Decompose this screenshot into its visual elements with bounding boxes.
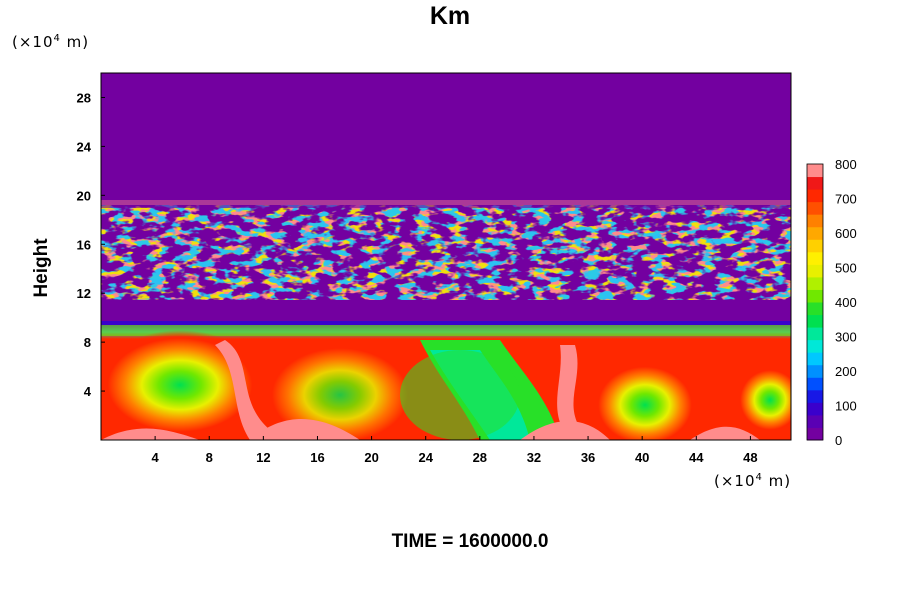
colorbar-swatch: [807, 389, 823, 403]
y-axis-unit: (×104 m): [12, 33, 89, 51]
colorbar-swatch: [807, 364, 823, 378]
x-unit-prefix: (×10: [714, 472, 756, 490]
colorbar-swatch: [807, 214, 823, 228]
y-unit-suffix: m): [60, 33, 90, 51]
x-axis-unit: (×104 m): [714, 472, 791, 490]
colorbar-tick-label: 200: [835, 364, 857, 379]
heatmap-field: [101, 73, 791, 440]
colorbar-swatch: [807, 201, 823, 215]
colorbar-swatch: [807, 427, 823, 441]
y-tick-label: 12: [77, 286, 91, 301]
x-unit-suffix: m): [762, 472, 792, 490]
x-tick-label: 20: [364, 450, 378, 465]
x-axis-ticks: 4 8 12 16 20 24 28 32 36 40 44 48: [152, 436, 758, 465]
x-tick-label: 8: [206, 450, 213, 465]
colorbar-swatch: [807, 414, 823, 428]
colorbar-swatch: [807, 251, 823, 265]
colorbar-tick-label: 0: [835, 433, 842, 448]
colorbar-ticks: 0 100 200 300 400 500 600 700 800: [835, 157, 857, 448]
y-tick-label: 24: [77, 139, 92, 154]
y-tick-label: 8: [84, 335, 91, 350]
colorbar-swatch: [807, 302, 823, 316]
colorbar-frame: [806, 163, 824, 441]
y-tick-label: 4: [84, 384, 92, 399]
middle-quiet-layer: [101, 300, 791, 324]
upper-quiet-region: [101, 73, 791, 203]
turbulent-band-structure: [101, 198, 791, 300]
colorbar-swatch: [807, 289, 823, 303]
x-tick-label: 28: [473, 450, 487, 465]
x-tick-label: 36: [581, 450, 595, 465]
y-tick-label: 28: [77, 90, 91, 105]
colorbar-swatch: [807, 402, 823, 416]
colorbar-tick-label: 700: [835, 192, 857, 207]
x-tick-label: 12: [256, 450, 270, 465]
colorbar-tick-label: 300: [835, 330, 857, 345]
colorbar-swatch: [807, 264, 823, 278]
colorbar-swatch: [807, 377, 823, 391]
x-tick-label: 32: [527, 450, 541, 465]
y-unit-prefix: (×10: [12, 33, 54, 51]
colorbar-tick-label: 500: [835, 261, 857, 276]
x-tick-label: 24: [418, 450, 433, 465]
y-axis-ticks: 4 8 12 16 20 24 28: [77, 90, 105, 399]
time-label: TIME = 1600000.0: [391, 531, 549, 552]
colorbar-swatch: [807, 276, 823, 290]
x-tick-label: 44: [689, 450, 704, 465]
colorbar-tick-label: 800: [835, 157, 857, 172]
colorbar-swatch: [807, 352, 823, 366]
colorbar-swatch: [807, 189, 823, 203]
colorbar: [806, 163, 824, 441]
colorbar-swatch: [807, 327, 823, 341]
colorbar-swatch: [807, 314, 823, 328]
colorbar-swatch: [807, 339, 823, 353]
colorbar-swatch: [807, 164, 823, 178]
colorbar-tick-label: 100: [835, 399, 857, 414]
x-tick-label: 4: [152, 450, 160, 465]
colorbar-swatch: [807, 226, 823, 240]
colorbar-tick-label: 600: [835, 226, 857, 241]
y-tick-label: 20: [77, 188, 91, 203]
colorbar-swatch: [807, 176, 823, 190]
x-unit-exponent: 4: [755, 472, 763, 483]
plot-frame: [100, 72, 792, 441]
colorbar-swatch: [807, 239, 823, 253]
x-tick-label: 48: [743, 450, 757, 465]
colorbar-tick-label: 400: [835, 295, 857, 310]
boundary-layer: [101, 325, 791, 440]
chart-title: Km: [429, 2, 471, 30]
y-unit-exponent: 4: [53, 33, 61, 44]
y-tick-label: 16: [77, 237, 91, 252]
x-tick-label: 16: [310, 450, 324, 465]
x-tick-label: 40: [635, 450, 649, 465]
